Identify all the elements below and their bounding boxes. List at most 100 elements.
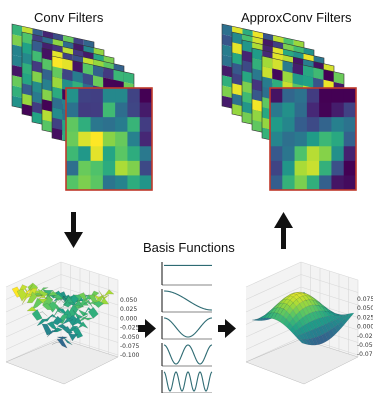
front-filter-cell	[331, 175, 345, 191]
grid-line	[5, 261, 62, 288]
arrow-right-icon	[138, 319, 156, 338]
front-filter-cell	[78, 146, 91, 162]
filter-cell	[232, 83, 243, 96]
surface-patch	[311, 337, 319, 346]
front-filter-cell	[115, 117, 128, 133]
arrow-right-icon-2	[218, 319, 236, 338]
surface-patch	[31, 309, 43, 321]
front-filter-cell	[115, 160, 128, 176]
front-filter-cell	[294, 146, 308, 162]
surface-patch	[62, 326, 73, 334]
filter-cell	[22, 42, 33, 55]
z-tick-label: 0.025	[357, 314, 373, 321]
front-filter-cell	[343, 102, 357, 118]
z-tick-label: -0.025	[120, 325, 140, 332]
filter-cell	[22, 73, 33, 86]
surface-patch	[52, 309, 63, 319]
front-filter-cell	[66, 102, 79, 118]
filter-cell	[242, 60, 253, 73]
z-tick-label: -0.025	[357, 333, 373, 340]
front-filter-cell	[270, 175, 283, 191]
conv-filters-title: Conv Filters	[34, 10, 104, 25]
basis-curve	[163, 371, 213, 392]
z-tick-label: -0.050	[357, 342, 373, 349]
front-filter-cell	[115, 146, 128, 162]
filter-cell	[12, 24, 23, 37]
z-tick-label: 0.075	[357, 296, 373, 303]
front-filter-cell	[282, 131, 295, 147]
filter-cell	[252, 48, 263, 61]
filter-cell	[22, 103, 33, 117]
front-filter-cell	[115, 131, 128, 147]
surface-patch	[72, 310, 84, 320]
front-filter-cell	[102, 88, 116, 103]
plot-floor	[245, 338, 359, 385]
front-filter-cell	[343, 175, 357, 191]
front-filter-cell	[127, 160, 141, 176]
filter-cell	[93, 65, 104, 78]
surface-patch	[52, 315, 63, 326]
surface-patch	[47, 301, 59, 313]
surface-patch	[340, 318, 348, 325]
filter-cell	[113, 69, 124, 82]
surface-patch	[62, 317, 74, 325]
filter-cell	[103, 77, 114, 90]
front-filter-cell	[294, 88, 308, 103]
filter-cell	[22, 52, 33, 65]
basis-function-1	[161, 289, 212, 313]
grid-line	[245, 336, 302, 363]
filter-cell	[12, 34, 23, 47]
front-filter-border	[269, 87, 357, 191]
front-filter-cell	[294, 102, 308, 118]
filter-cell	[32, 111, 43, 125]
front-filter-cell	[78, 131, 91, 147]
surface-patch	[57, 336, 68, 340]
z-tick-label: -0.100	[120, 352, 140, 359]
front-filter-cell	[270, 160, 283, 176]
front-filter-cell	[270, 131, 283, 147]
filter-cell	[252, 109, 263, 122]
front-filter-cell	[115, 102, 128, 118]
front-filter-cell	[102, 146, 116, 162]
front-filter-cell	[66, 146, 79, 162]
grid-line	[245, 274, 302, 300]
approxconv-filters-title: ApproxConv Filters	[241, 10, 352, 25]
filter-cell	[222, 54, 233, 68]
front-filter-cell	[90, 160, 104, 176]
front-filter-cell	[139, 131, 153, 147]
front-filter-cell	[102, 117, 116, 133]
front-filter-cell	[90, 175, 104, 191]
filter-cell	[52, 107, 63, 120]
front-filter-cell	[90, 117, 104, 133]
surface-patch	[67, 331, 78, 342]
filter-cell	[272, 68, 283, 81]
filter-cell	[93, 75, 104, 88]
front-filter-cell	[294, 160, 308, 176]
front-filter-cell	[127, 88, 141, 103]
filter-cell	[292, 73, 303, 86]
surface-patch	[57, 299, 69, 310]
surface-patch	[58, 295, 69, 304]
front-filter-cell	[331, 160, 345, 176]
grid-line	[5, 324, 62, 350]
surface-patch	[344, 315, 352, 321]
front-filter-cell	[127, 131, 141, 147]
surface-patch	[305, 338, 313, 346]
front-filter-cell	[102, 102, 116, 118]
filter-cell	[232, 32, 243, 45]
z-tick-label: 0.000	[357, 324, 373, 331]
basis-function-3	[161, 343, 213, 367]
surface-patch	[337, 321, 345, 329]
filter-cell	[252, 89, 263, 102]
front-filter-cell	[115, 175, 128, 191]
filter-cell	[42, 48, 53, 61]
front-filter-cell	[90, 102, 104, 118]
front-filter-cell	[343, 160, 357, 176]
filter-cell	[252, 58, 263, 71]
grid-line	[245, 286, 302, 313]
z-tick-label: 0.000	[120, 315, 137, 322]
front-filter-cell	[127, 146, 141, 162]
surface-patch	[77, 321, 89, 329]
front-filter-cell	[319, 160, 332, 176]
front-filter-cell	[306, 160, 320, 176]
